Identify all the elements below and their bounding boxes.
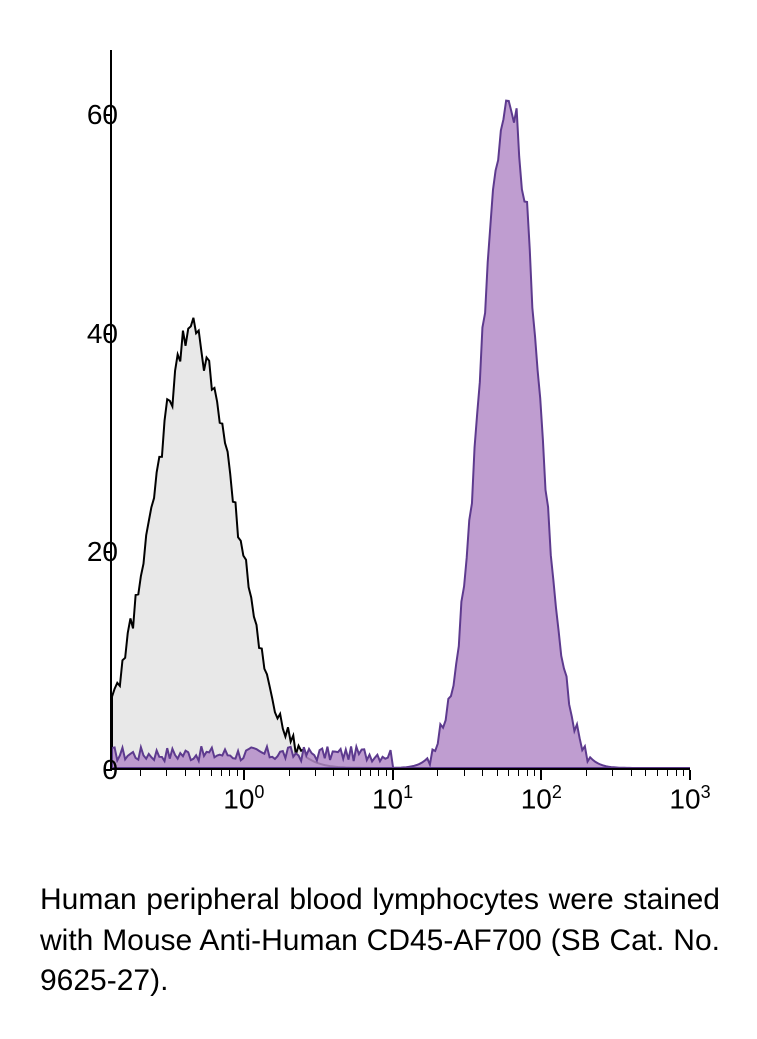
plot-area: [110, 50, 690, 770]
figure-caption: Human peripheral blood lymphocytes were …: [40, 880, 720, 1002]
y-tick-label: 40: [87, 318, 118, 350]
flow-cytometry-histogram: 0204060 100101102103: [60, 30, 710, 820]
histogram-series-control: [112, 318, 690, 768]
x-tick-label: 100: [223, 782, 264, 815]
x-tick-label: 101: [372, 782, 413, 815]
histogram-svg: [112, 50, 690, 768]
y-tick-label: 60: [87, 99, 118, 131]
x-tick-label: 103: [669, 782, 710, 815]
x-tick-label: 102: [521, 782, 562, 815]
y-tick-label: 20: [87, 536, 118, 568]
